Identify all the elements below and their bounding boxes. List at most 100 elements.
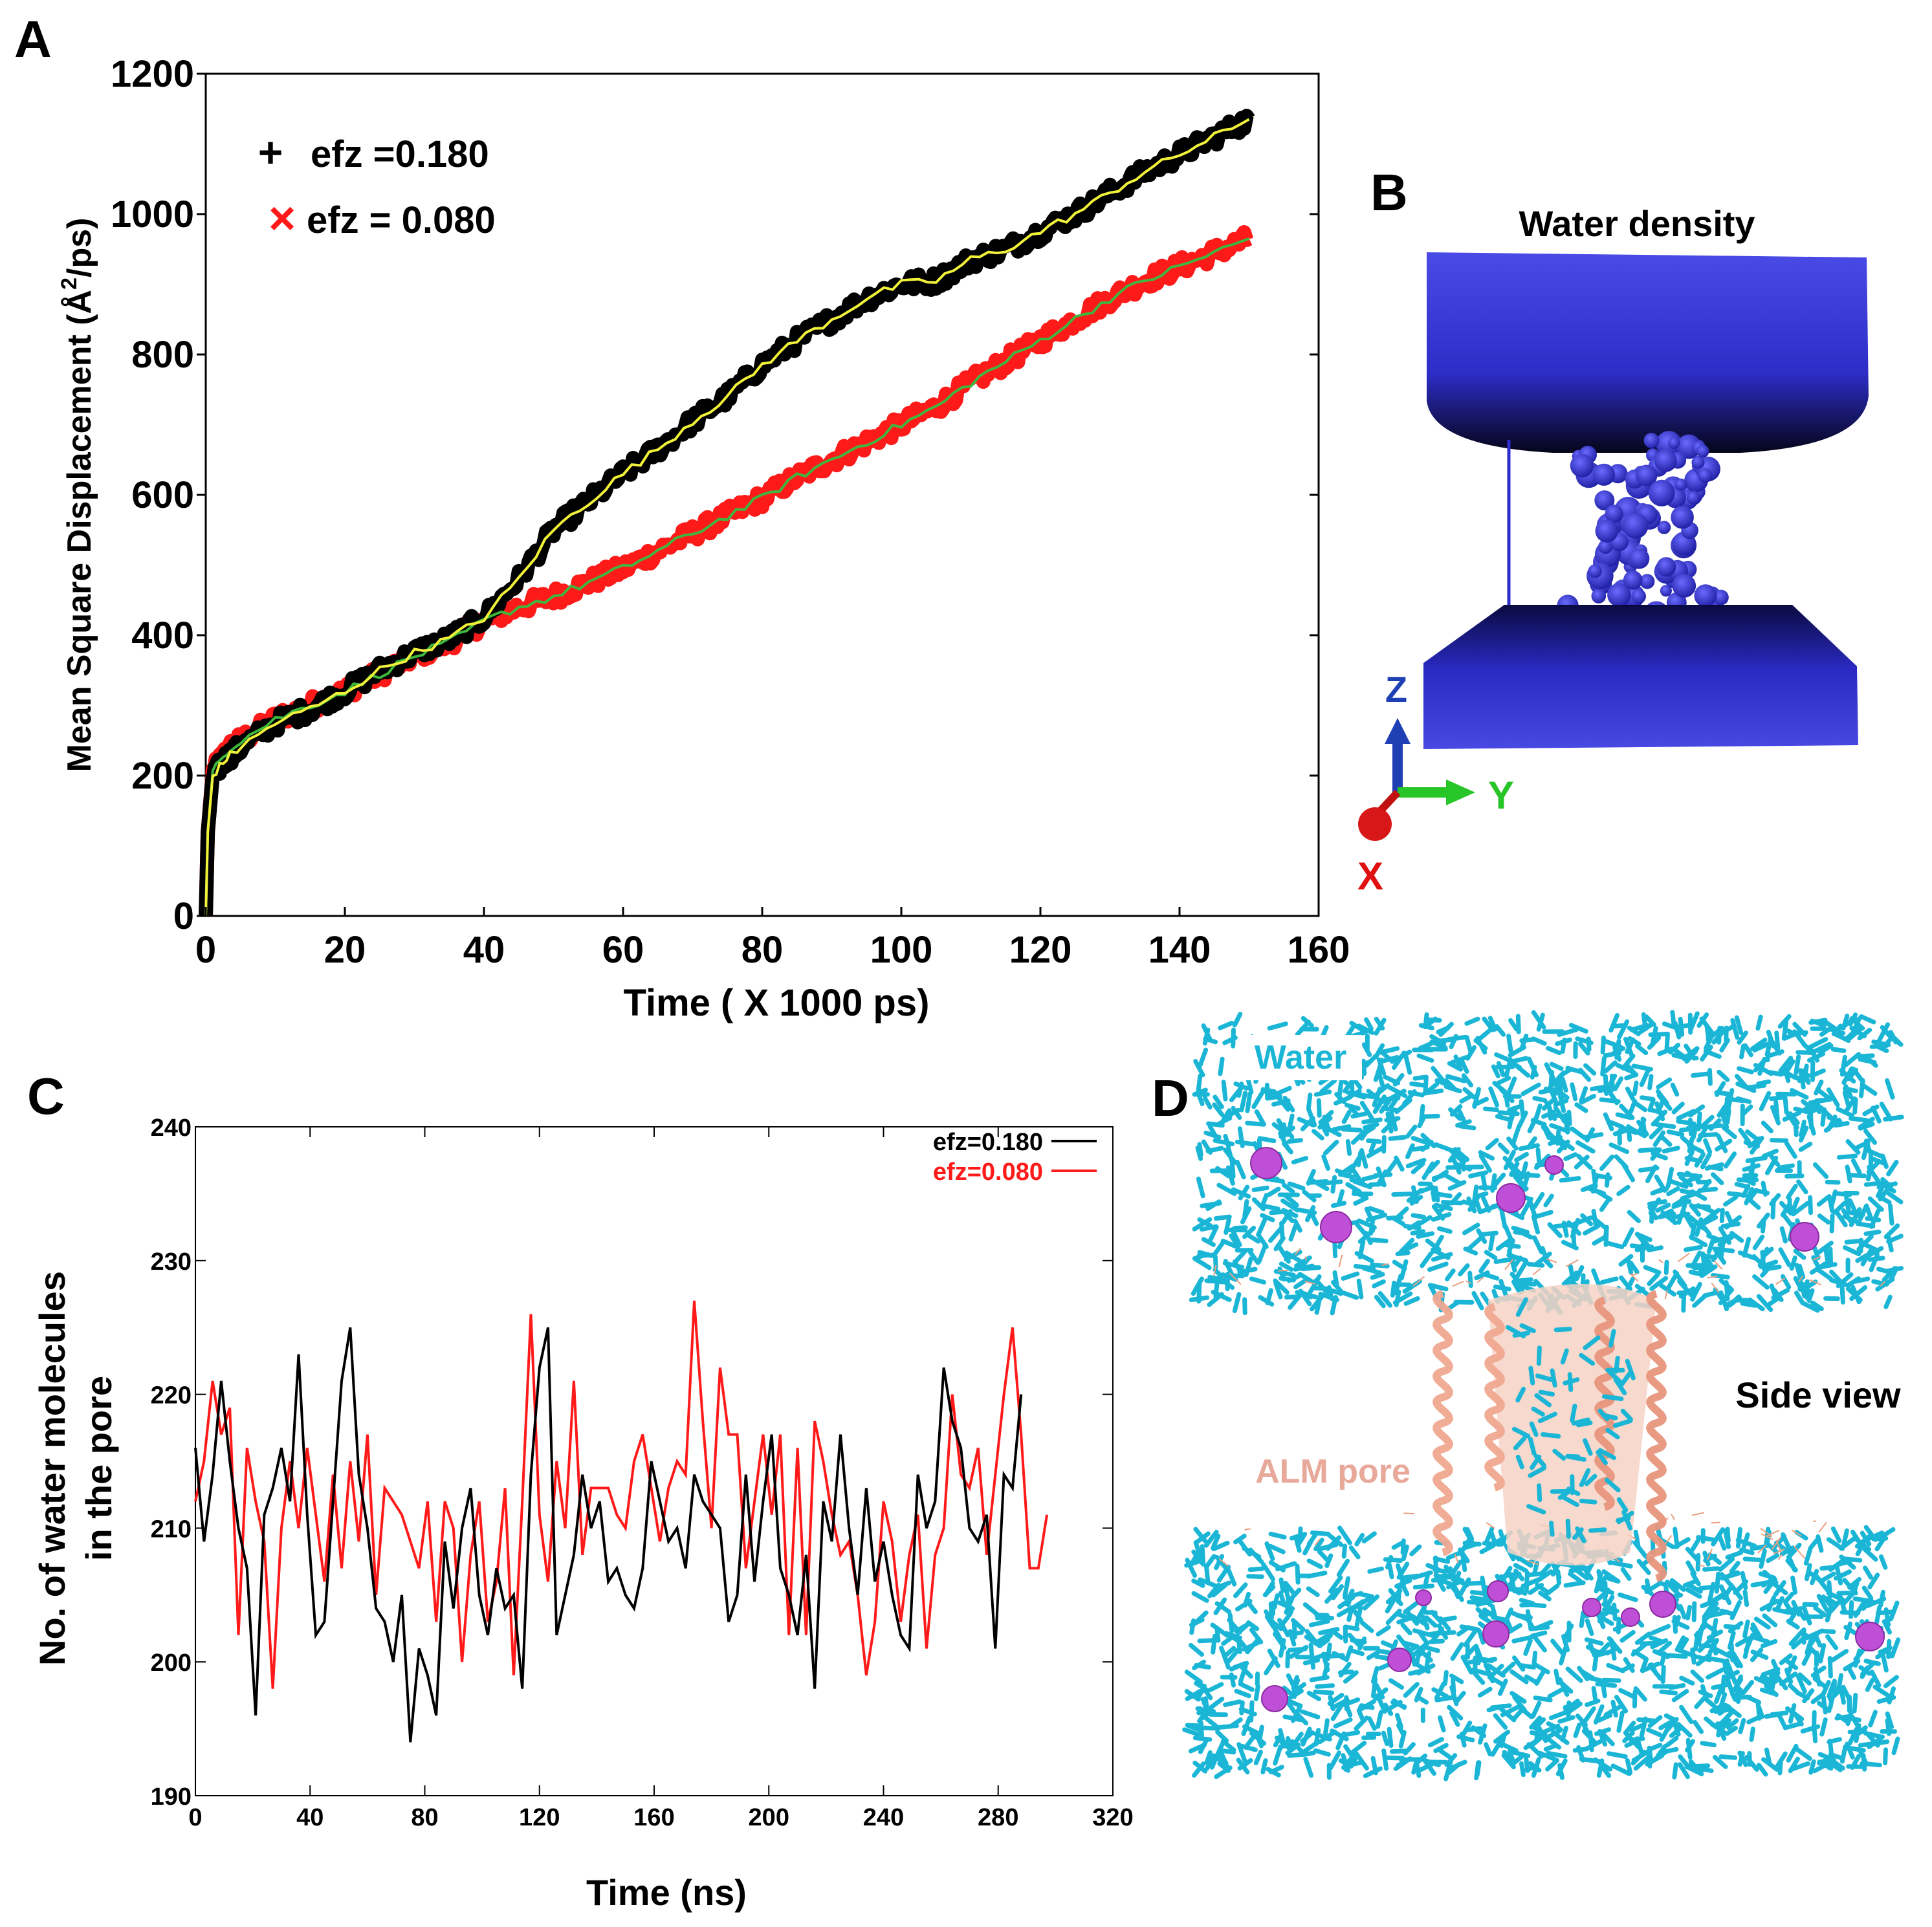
water-molecule (1654, 1174, 1667, 1193)
water-molecule (1737, 1066, 1754, 1074)
water-molecule (1522, 1171, 1531, 1187)
water-molecule (1478, 1723, 1487, 1745)
water-molecule (1513, 1563, 1529, 1573)
water-molecule (1185, 1689, 1202, 1701)
water-molecule (1738, 1717, 1746, 1734)
water-molecule (1343, 1744, 1354, 1758)
lipid-stick (1338, 1254, 1343, 1268)
water-molecule (1302, 1539, 1313, 1556)
water-molecule (1612, 1128, 1628, 1137)
water-molecule (1567, 1701, 1583, 1714)
water-molecule (1627, 1210, 1641, 1223)
water-molecule (1203, 1036, 1218, 1045)
water-molecule (1245, 1091, 1253, 1113)
pore-water-molecules (1506, 1297, 1636, 1543)
water-molecule (1403, 1296, 1420, 1306)
water-molecule (1463, 1247, 1478, 1256)
water-molecule (1370, 1262, 1390, 1268)
water-molecule (1475, 1036, 1487, 1055)
water-molecule (1346, 1605, 1354, 1622)
water-molecule (1700, 1045, 1713, 1061)
water-molecule (1777, 1163, 1795, 1170)
water-molecule (1819, 1571, 1836, 1583)
water-molecule (1449, 1673, 1464, 1684)
water-molecule (1471, 1290, 1484, 1311)
water-molecule (1235, 1621, 1251, 1635)
water-molecule (1374, 1018, 1387, 1036)
water-molecule (1819, 1024, 1835, 1037)
water-molecule (1560, 1348, 1569, 1365)
water-molecule (1734, 1182, 1750, 1190)
water-molecule (1714, 1571, 1721, 1594)
water-molecule (1595, 1681, 1618, 1688)
water-molecule (1808, 1759, 1816, 1775)
water-molecule (1780, 1201, 1792, 1217)
water-molecule (1691, 1071, 1711, 1078)
water-molecule (1480, 1291, 1491, 1306)
water-molecule (1784, 1059, 1795, 1074)
water-molecule (1422, 1088, 1444, 1096)
water-molecule (1618, 1688, 1635, 1699)
water-molecule (1474, 1199, 1483, 1215)
water-molecule (1808, 1111, 1814, 1130)
lipid-stick (1244, 1528, 1251, 1530)
series-line-0 (194, 1327, 1023, 1743)
water-molecule (1345, 1624, 1360, 1631)
water-molecule (1476, 1628, 1486, 1645)
water-molecule (1604, 1477, 1621, 1493)
water-molecule (1538, 1563, 1552, 1577)
water-molecule (1273, 1278, 1290, 1295)
water-molecule (1627, 1125, 1647, 1138)
water-molecule (1570, 1126, 1587, 1140)
ion-sphere (1790, 1222, 1819, 1252)
water-molecule (1313, 1633, 1333, 1646)
water-molecule (1541, 1256, 1553, 1268)
water-molecule (1608, 1637, 1619, 1651)
water-molecule (1619, 1629, 1636, 1643)
water-molecule (1702, 1606, 1720, 1623)
water-molecule (1791, 1201, 1810, 1217)
water-molecule (1298, 1257, 1310, 1270)
water-molecule (1500, 1742, 1519, 1753)
water-molecule (1719, 1608, 1735, 1617)
x-tick-label: 60 (602, 929, 644, 971)
water-molecule (1819, 1759, 1832, 1770)
water-molecule (1503, 1149, 1516, 1171)
water-molecule (1794, 1290, 1805, 1305)
water-molecule (1511, 1279, 1522, 1295)
water-molecule (1685, 1560, 1697, 1576)
water-molecule (1810, 1665, 1827, 1678)
water-molecule (1212, 1102, 1225, 1117)
water-molecule (1685, 1739, 1695, 1753)
water-molecule (1359, 1100, 1374, 1121)
water-molecule (1278, 1728, 1287, 1749)
water-molecule (1192, 1736, 1213, 1742)
water-molecule (1526, 1136, 1537, 1150)
water-molecule (1550, 1638, 1565, 1655)
water-molecule (1503, 1091, 1510, 1108)
lipid-stick (1706, 1275, 1718, 1279)
water-molecule (1718, 1754, 1737, 1760)
water-molecule (1528, 1466, 1546, 1478)
water-molecule (1658, 1718, 1676, 1730)
water-molecule (1420, 1644, 1440, 1653)
water-molecule (1797, 1263, 1806, 1279)
water-molecule (1458, 1263, 1470, 1277)
water-molecule (1421, 1615, 1430, 1631)
water-molecule (1785, 1655, 1797, 1676)
water-molecule (1622, 1730, 1635, 1743)
water-slab-top (1427, 252, 1869, 453)
lipid-stick (1713, 1260, 1723, 1270)
water-molecule (1603, 1112, 1614, 1131)
water-molecule (1235, 1159, 1246, 1180)
water-molecule (1531, 1406, 1545, 1417)
water-molecule (1660, 1210, 1678, 1225)
water-molecule (1226, 1646, 1242, 1664)
water-molecule (1794, 1746, 1812, 1761)
water-molecule (1807, 1037, 1828, 1050)
water-molecule (1778, 1070, 1800, 1080)
water-molecule (1473, 1644, 1483, 1660)
water-molecule (1189, 1295, 1210, 1302)
water-molecule (1242, 1199, 1249, 1219)
water-molecule (1867, 1734, 1885, 1750)
